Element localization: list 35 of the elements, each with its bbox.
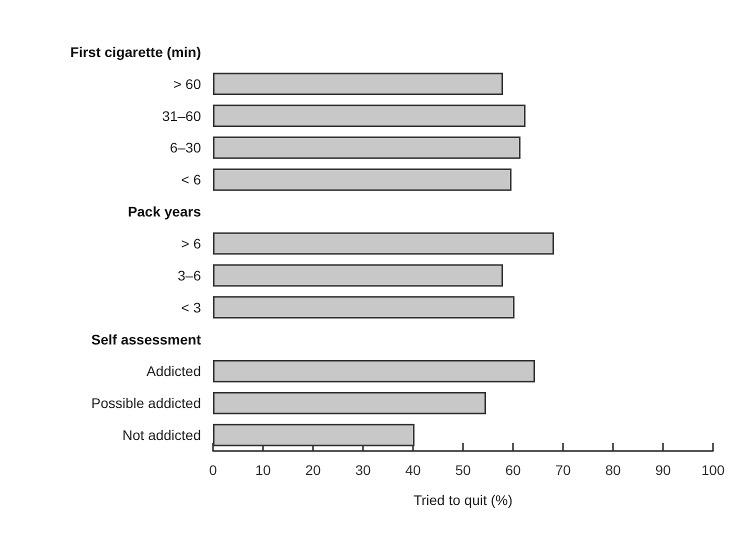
y-tick-label: < 6 [181,172,202,188]
y-tick-label: Pack years [128,204,202,220]
bar [213,232,554,255]
y-tick-label: Possible addicted [91,395,201,412]
y-tick-label: 3–6 [178,267,202,284]
y-tick-label: > 60 [173,76,202,92]
bar [213,104,526,127]
x-tick-label: 90 [655,462,671,478]
y-tick-label: Self assessment [91,331,202,348]
x-tick-label: 50 [455,462,471,478]
bar [213,424,414,446]
bar [213,360,535,382]
bar [213,264,503,287]
x-tick-label: 0 [209,462,218,478]
y-tick-label: 6–30 [170,140,202,156]
x-tick-label: 70 [555,462,571,478]
bar [213,168,512,191]
x-tick-label: 10 [255,462,271,478]
bar [213,392,486,414]
bar [213,72,503,96]
y-tick-label: 31–60 [162,108,202,124]
bar [213,296,514,319]
y-tick-label: Not addicted [122,427,201,444]
y-tick-label: > 6 [181,236,202,252]
x-tick-label: 30 [355,462,371,478]
y-tick-label: < 3 [181,299,202,316]
y-tick-label: Addicted [146,363,201,380]
x-tick-label: 60 [505,462,521,478]
x-tick-label: 40 [405,462,421,478]
x-tick-label: 80 [605,462,621,478]
x-tick-label: 20 [305,462,321,478]
bar [213,136,520,159]
x-tick-label: 100 [701,462,725,478]
y-tick-label: First cigarette (min) [70,44,201,60]
x-axis-title: Tried to quit (%) [413,492,513,508]
